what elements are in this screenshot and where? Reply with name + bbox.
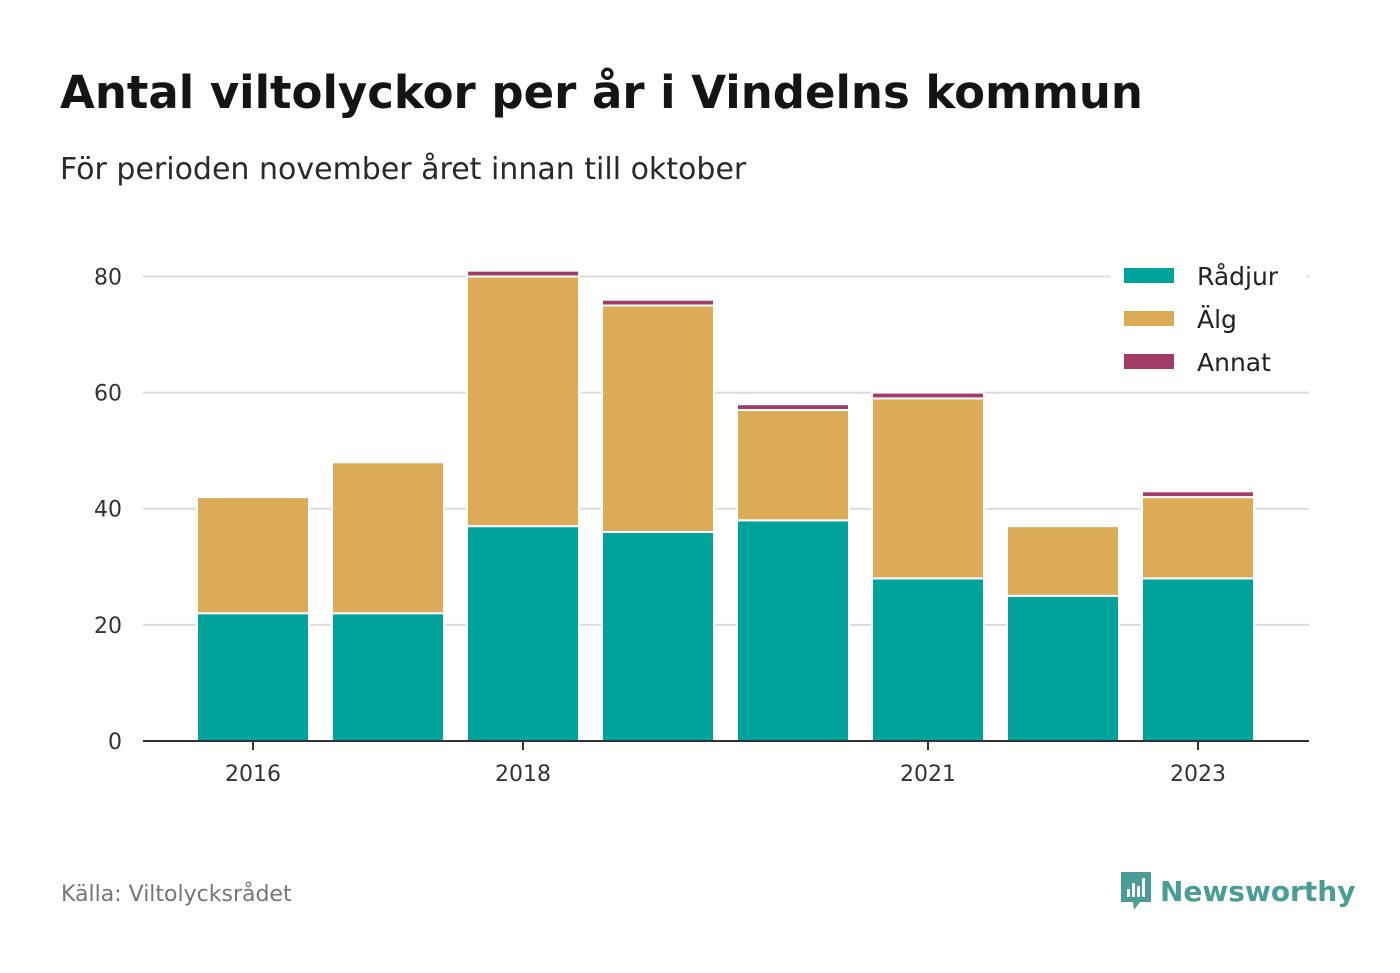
bar-segment-älg — [1141, 496, 1255, 580]
bar-segment-älg — [601, 304, 715, 533]
bar-segment-älg — [466, 275, 580, 528]
y-tick-label: 40 — [94, 498, 122, 523]
bar-segment-annat — [601, 298, 715, 307]
legend-swatch — [1124, 354, 1174, 369]
bar-segment-rådjur — [736, 519, 850, 742]
bar-segment-rådjur — [601, 530, 715, 742]
bar-segment-annat — [736, 403, 850, 412]
bar-segment-älg — [331, 461, 445, 615]
bar-segment-annat — [1141, 490, 1255, 499]
logo-text: Newsworthy — [1160, 874, 1356, 908]
bar-segment-annat — [871, 391, 985, 400]
bar-segment-älg — [196, 496, 310, 615]
chart-title: Antal viltolyckor per år i Vindelns komm… — [60, 66, 1143, 119]
y-tick-label: 80 — [94, 265, 122, 290]
legend-label: Annat — [1197, 348, 1271, 377]
bar-segment-rådjur — [1006, 594, 1120, 742]
x-tick-label: 2023 — [1170, 762, 1226, 787]
bar-segment-rådjur — [331, 612, 445, 742]
bar-segment-älg — [871, 397, 985, 580]
bars — [196, 269, 1255, 743]
y-tick-label: 60 — [94, 382, 122, 407]
bar-segment-rådjur — [196, 612, 310, 742]
bar-segment-rådjur — [1141, 577, 1255, 743]
chart-subtitle: För perioden november året innan till ok… — [60, 152, 747, 187]
bar-segment-rådjur — [871, 577, 985, 743]
legend-label: Älg — [1197, 305, 1237, 334]
source-note: Källa: Viltolycksrådet — [61, 882, 292, 907]
bar-segment-älg — [736, 409, 850, 522]
legend-swatch — [1124, 268, 1174, 283]
y-tick-label: 20 — [94, 614, 122, 639]
x-tick-label: 2021 — [900, 762, 956, 787]
x-tick-label: 2016 — [225, 762, 281, 787]
bar-segment-annat — [466, 269, 580, 278]
newsworthy-logo: Newsworthy — [1118, 868, 1355, 914]
axes: 0 20 40 60 80 2016 2018 2021 2023 — [94, 265, 1309, 787]
legend-label: Rådjur — [1197, 262, 1279, 291]
legend-swatch — [1124, 311, 1174, 326]
bar-segment-rådjur — [466, 525, 580, 742]
x-tick-label: 2018 — [495, 762, 551, 787]
legend: Rådjur Älg Annat — [1110, 250, 1306, 380]
bar-segment-älg — [1006, 525, 1120, 597]
y-tick-label: 0 — [108, 730, 122, 755]
newsworthy-logo-icon — [1121, 872, 1151, 910]
